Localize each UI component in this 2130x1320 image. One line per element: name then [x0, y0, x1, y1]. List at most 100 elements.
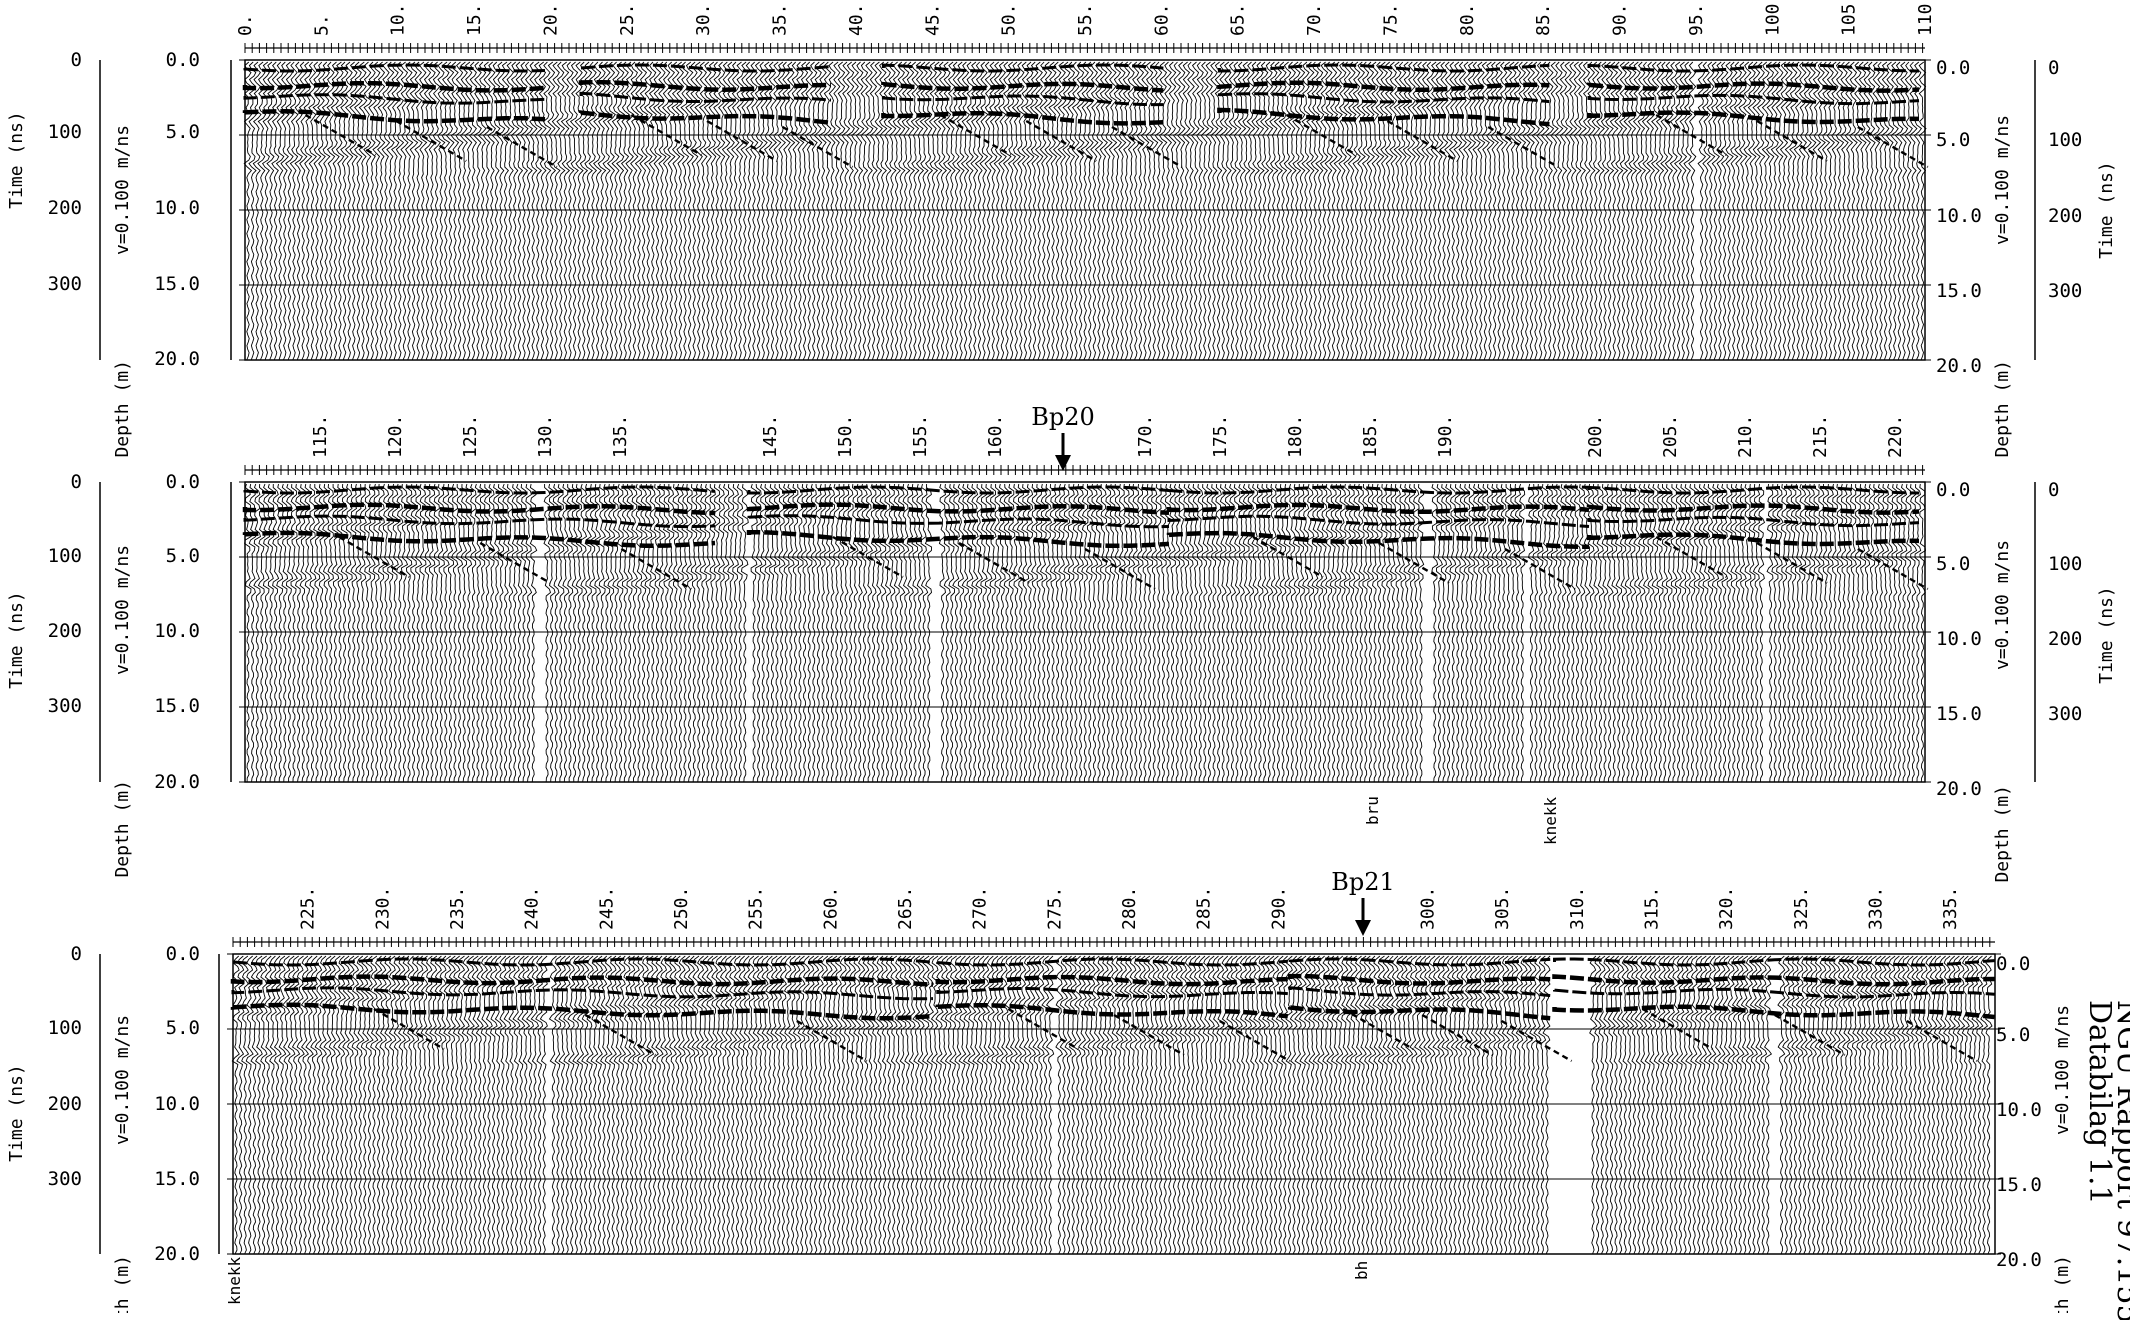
radar-trace [1938, 955, 1947, 1254]
radar-trace [460, 483, 468, 782]
time-tick-label: 100 [48, 1017, 82, 1039]
time-tick-label-right: 100 [2048, 129, 2082, 151]
reflector-tail [304, 113, 377, 157]
radar-trace [737, 955, 747, 1254]
radar-trace [810, 483, 818, 782]
radar-trace [494, 955, 503, 1254]
radar-trace [1619, 483, 1627, 782]
radar-trace [703, 483, 712, 782]
radar-trace [349, 61, 359, 360]
radar-trace [825, 955, 834, 1254]
radar-trace [1651, 483, 1660, 782]
reflector [1217, 107, 1550, 127]
radar-trace [648, 61, 658, 360]
time-tick-label: 200 [48, 620, 82, 642]
radar-trace [1292, 61, 1302, 360]
radar-trace [811, 955, 820, 1254]
radar-trace [405, 483, 413, 782]
radar-trace [447, 483, 455, 782]
radar-trace [510, 61, 520, 360]
reflector-tail [338, 535, 410, 579]
radar-trace [452, 955, 461, 1254]
radar-trace [1924, 955, 1933, 1254]
radar-trace [489, 955, 498, 1254]
radar-trace [1122, 61, 1132, 360]
reflector-tail [1252, 535, 1324, 579]
marker-arrow-head [1355, 920, 1371, 936]
radar-trace [571, 483, 579, 782]
time-tick-label-right: 0 [2048, 479, 2059, 501]
radar-trace [635, 483, 643, 782]
reflector [1166, 530, 1589, 550]
radar-trace [1790, 483, 1798, 782]
radar-trace [1667, 955, 1675, 1254]
radar-trace [1219, 483, 1227, 782]
radar-trace [1344, 955, 1354, 1254]
radar-trace [1127, 61, 1136, 360]
radar-trace [1262, 955, 1271, 1254]
radar-trace [391, 61, 400, 360]
radar-trace [569, 61, 579, 360]
radar-trace [933, 61, 943, 360]
radar-trace [883, 483, 892, 782]
radar-trace [253, 483, 262, 782]
radar-trace [1078, 955, 1087, 1254]
radar-trace [874, 61, 883, 360]
radar-trace [558, 955, 567, 1254]
radar-trace [1173, 483, 1181, 782]
position-label: 315. [1642, 887, 1663, 930]
reflector [1586, 110, 1920, 125]
radar-trace [1008, 483, 1016, 782]
radar-trace [1587, 483, 1595, 782]
radar-trace [294, 483, 303, 782]
radar-trace [1196, 61, 1205, 360]
radar-trace [1831, 61, 1840, 360]
radar-trace [1224, 483, 1232, 782]
reflector [1553, 987, 1995, 999]
radar-trace [791, 61, 800, 360]
radar-trace [1150, 483, 1158, 782]
radar-trace [1524, 955, 1533, 1254]
radar-trace [254, 955, 264, 1254]
radar-trace [354, 483, 362, 782]
radar-trace [459, 61, 468, 360]
position-label: 125. [460, 415, 481, 458]
radar-trace [1607, 955, 1616, 1254]
radar-trace [1611, 483, 1619, 782]
radar-trace [392, 955, 402, 1254]
reflector-bands [230, 957, 1995, 1063]
reflector [1553, 957, 1995, 967]
radar-trace [506, 61, 515, 360]
radar-trace [659, 955, 668, 1254]
radar-trace [984, 483, 993, 782]
position-label: 25. [617, 3, 638, 36]
reflector [935, 1003, 1289, 1019]
radar-trace [627, 955, 636, 1254]
radar-trace [1325, 483, 1334, 782]
radar-trace [1662, 955, 1671, 1254]
radar-trace [1196, 483, 1204, 782]
radar-trace [942, 61, 952, 360]
radar-trace [508, 955, 517, 1254]
radar-trace [1210, 483, 1219, 782]
radar-trace [1752, 61, 1762, 360]
radar-trace [1818, 955, 1828, 1254]
reflector-tail [1756, 119, 1828, 163]
radar-trace [1330, 955, 1340, 1254]
radar-trace [846, 61, 855, 360]
radar-trace [344, 61, 354, 360]
radar-trace [860, 61, 869, 360]
radar-trace [1527, 483, 1535, 782]
radar-trace [1356, 61, 1366, 360]
radar-trace [565, 61, 575, 360]
radar-trace [618, 955, 627, 1254]
radar-trace [1431, 483, 1439, 782]
radar-trace [649, 483, 657, 782]
radar-trace [1297, 483, 1306, 782]
radar-trace [1317, 955, 1326, 1254]
radar-trace [1160, 483, 1167, 782]
position-label: 105. [1839, 0, 1860, 36]
radar-trace [1840, 61, 1849, 360]
radar-trace [768, 61, 777, 360]
radar-trace [1612, 955, 1621, 1254]
